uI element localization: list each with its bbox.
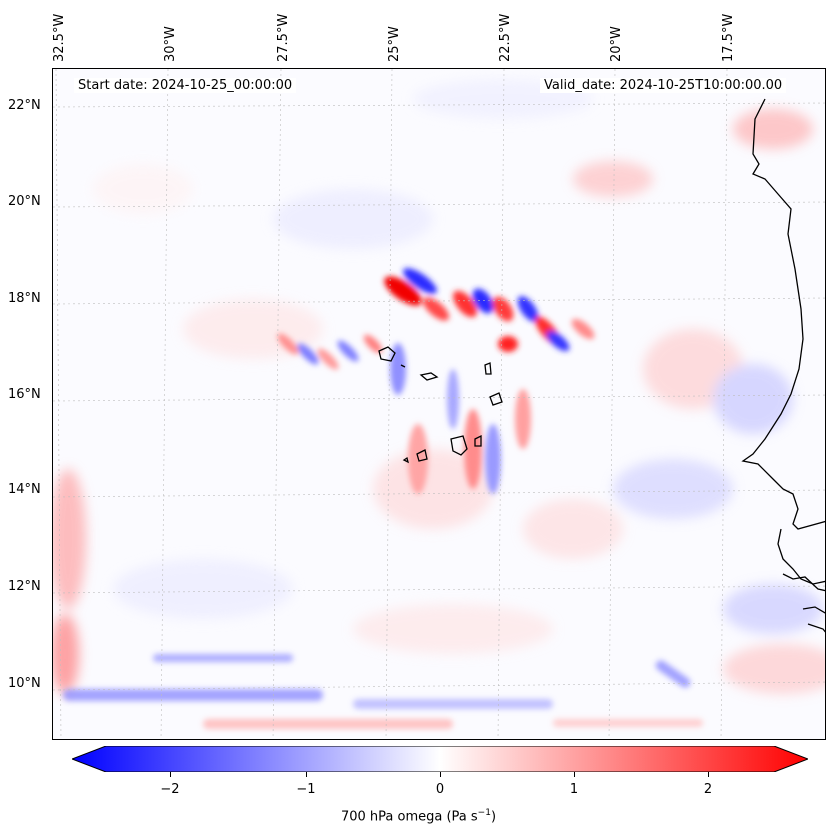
coastline xyxy=(741,98,825,633)
lon-label-25w: 25°W xyxy=(387,26,402,62)
omega-field xyxy=(53,69,825,739)
lon-label-32-5w: 32.5°W xyxy=(52,13,67,62)
valid-date-label: Valid_date: 2024-10-25T10:00:00.00 xyxy=(540,78,787,93)
cape-verde-islands xyxy=(378,346,503,464)
wave-train xyxy=(277,268,595,494)
lon-label-30w: 30°W xyxy=(163,26,178,62)
lat-label-12n: 12°N xyxy=(8,579,41,594)
start-date-label: Start date: 2024-10-25_00:00:00 xyxy=(74,78,297,93)
background-field xyxy=(53,79,825,694)
lat-label-20n: 20°N xyxy=(8,194,41,209)
colorbar-tick-minus2: −2 xyxy=(160,782,180,797)
southern-band xyxy=(63,654,703,729)
colorbar-tick-1: 1 xyxy=(569,782,579,797)
colorbar-tick-minus1: −1 xyxy=(296,782,316,797)
lat-label-18n: 18°N xyxy=(8,291,41,306)
lon-label-20w: 20°W xyxy=(609,26,624,62)
lon-label-27-5w: 27.5°W xyxy=(276,13,291,62)
graticule xyxy=(53,69,825,739)
colorbar-tick-0: 0 xyxy=(435,782,445,797)
lon-label-22-5w: 22.5°W xyxy=(498,13,513,62)
colorbar-tick-mark xyxy=(574,772,575,777)
lat-label-14n: 14°N xyxy=(8,482,41,497)
colorbar xyxy=(72,746,808,772)
colorbar-tick-mark xyxy=(170,772,171,777)
colorbar-tick-mark xyxy=(440,772,441,777)
colorbar-tick-mark xyxy=(306,772,307,777)
lon-label-17-5w: 17.5°W xyxy=(721,13,736,62)
colorbar-label: 700 hPa omega (Pa s−1) xyxy=(340,808,497,825)
omega-map xyxy=(52,68,826,740)
lat-label-10n: 10°N xyxy=(8,676,41,691)
colorbar-tick-2: 2 xyxy=(703,782,713,797)
lat-label-22n: 22°N xyxy=(8,98,41,113)
lat-label-16n: 16°N xyxy=(8,387,41,402)
colorbar-tick-mark xyxy=(708,772,709,777)
